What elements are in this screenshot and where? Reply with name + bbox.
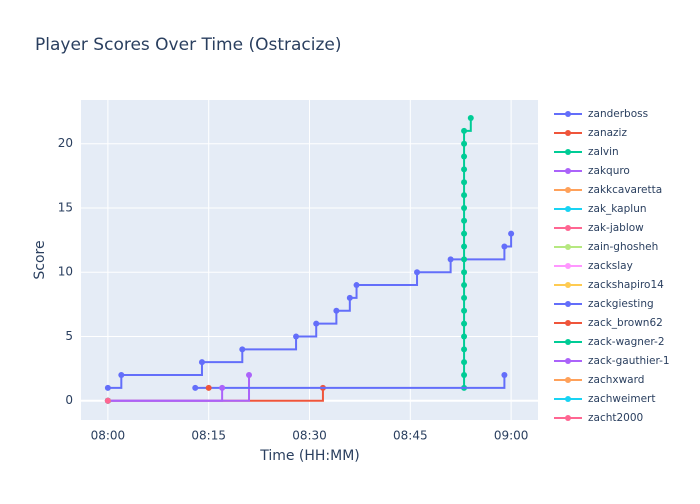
- data-point: [461, 217, 468, 224]
- data-point: [461, 372, 468, 379]
- data-point: [333, 307, 340, 314]
- data-point: [219, 384, 226, 391]
- legend-label: zain-ghosheh: [588, 241, 658, 253]
- data-point: [239, 346, 246, 353]
- series-line: [107, 387, 224, 402]
- x-tick-label: 08:15: [191, 429, 226, 443]
- data-point: [104, 384, 111, 391]
- data-point: [461, 140, 468, 147]
- legend-marker: [565, 415, 571, 421]
- legend-marker: [565, 111, 571, 117]
- data-point: [461, 320, 468, 327]
- legend-marker: [565, 168, 571, 174]
- legend-label: zak-jablow: [588, 222, 644, 234]
- data-point: [461, 179, 468, 186]
- data-point: [198, 359, 205, 366]
- legend-marker: [565, 377, 571, 383]
- y-tick-label: 15: [58, 200, 73, 214]
- series-line: [195, 375, 506, 389]
- x-tick-label: 08:30: [292, 429, 327, 443]
- data-point: [501, 372, 508, 379]
- legend-label: zacht2000: [588, 412, 643, 424]
- legend-label: zanaziz: [588, 127, 627, 139]
- data-point: [461, 269, 468, 276]
- data-point: [293, 333, 300, 340]
- data-point: [461, 192, 468, 199]
- y-tick-label: 10: [58, 265, 73, 279]
- data-point: [353, 282, 360, 289]
- legend-label: zack_brown62: [588, 317, 663, 329]
- data-point: [414, 269, 421, 276]
- legend-label: zachweimert: [588, 393, 655, 405]
- legend-marker: [565, 187, 571, 193]
- legend-marker: [565, 301, 571, 307]
- legend-marker: [565, 282, 571, 288]
- legend-label: zack-gauthier-1: [588, 355, 670, 367]
- data-point: [461, 359, 468, 366]
- legend-marker: [565, 320, 571, 326]
- legend-label: zalvin: [588, 146, 619, 158]
- y-tick-label: 20: [58, 136, 73, 150]
- data-point: [246, 372, 253, 379]
- legend-marker: [565, 225, 571, 231]
- data-point: [205, 384, 212, 391]
- legend-label: zachxward: [588, 374, 644, 386]
- data-point: [461, 346, 468, 353]
- legend-marker: [565, 244, 571, 250]
- y-tick-label: 0: [65, 393, 73, 407]
- data-point: [447, 256, 454, 263]
- legend-label: zanderboss: [588, 108, 648, 120]
- legend-marker: [565, 149, 571, 155]
- legend-marker: [565, 339, 571, 345]
- legend-label: zakkcavaretta: [588, 184, 662, 196]
- data-point: [461, 166, 468, 173]
- legend-marker: [565, 358, 571, 364]
- data-point: [461, 127, 468, 134]
- data-point: [501, 243, 508, 250]
- legend-label: zackslay: [588, 260, 633, 272]
- data-point: [104, 397, 111, 404]
- data-point: [467, 114, 474, 121]
- legend-marker: [565, 130, 571, 136]
- data-point: [192, 384, 199, 391]
- legend-marker: [565, 206, 571, 212]
- data-point: [461, 153, 468, 160]
- data-point: [461, 230, 468, 237]
- legend-marker: [565, 263, 571, 269]
- x-tick-label: 08:00: [91, 429, 126, 443]
- y-tick-label: 5: [65, 329, 73, 343]
- data-point: [346, 294, 353, 301]
- x-tick-label: 09:00: [494, 429, 529, 443]
- legend-label: zackshapiro14: [588, 279, 664, 291]
- data-point: [461, 256, 468, 263]
- data-point: [461, 307, 468, 314]
- data-point: [461, 333, 468, 340]
- data-point: [118, 372, 125, 379]
- data-point: [313, 320, 320, 327]
- x-tick-label: 08:45: [393, 429, 428, 443]
- legend-marker: [565, 396, 571, 402]
- data-point: [461, 282, 468, 289]
- data-point: [461, 204, 468, 211]
- data-point: [461, 243, 468, 250]
- y-axis-title: Score: [32, 240, 48, 279]
- x-axis-title: Time (HH:MM): [259, 448, 360, 464]
- legend-label: zakquro: [588, 165, 630, 177]
- data-point: [508, 230, 515, 237]
- legend-label: zak_kaplun: [588, 203, 647, 215]
- legend-label: zack-wagner-2: [588, 336, 665, 348]
- data-point: [461, 294, 468, 301]
- legend-label: zackgiesting: [588, 298, 654, 310]
- chart-title: Player Scores Over Time (Ostracize): [35, 35, 342, 55]
